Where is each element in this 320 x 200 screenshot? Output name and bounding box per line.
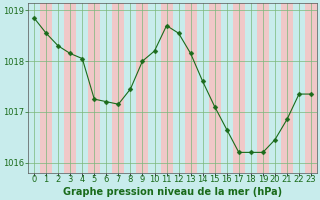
Bar	[40, 3, 52, 173]
Bar	[88, 3, 100, 173]
Bar	[305, 3, 317, 173]
Bar	[64, 3, 76, 173]
X-axis label: Graphe pression niveau de la mer (hPa): Graphe pression niveau de la mer (hPa)	[63, 187, 282, 197]
Bar	[185, 3, 197, 173]
Bar	[161, 3, 172, 173]
Bar	[136, 3, 148, 173]
Bar	[112, 3, 124, 173]
Bar	[233, 3, 245, 173]
Bar	[281, 3, 293, 173]
Bar	[209, 3, 221, 173]
Bar	[257, 3, 269, 173]
